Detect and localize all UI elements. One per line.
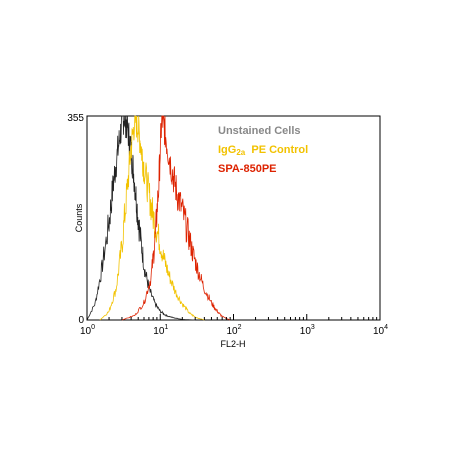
series-line-1 — [99, 115, 205, 321]
y-bottom-label: 0 — [78, 315, 84, 326]
legend-igg-base: IgG — [218, 144, 236, 156]
x-tick-exp: 3 — [311, 324, 315, 331]
x-tick-base: 10 — [80, 326, 92, 337]
x-tick-label-2: 102 — [227, 324, 242, 337]
x-tick-exp: 4 — [384, 324, 388, 331]
x-tick-exp: 0 — [91, 324, 95, 331]
x-tick-base: 10 — [300, 326, 312, 337]
legend-item-spa-850pe: SPA-850PE — [218, 163, 277, 175]
x-tick-exp: 2 — [238, 324, 242, 331]
x-tick-label-4: 104 — [373, 324, 388, 337]
x-tick-base: 10 — [373, 326, 385, 337]
series-group — [86, 115, 231, 321]
series-line-0 — [86, 115, 196, 321]
x-tick-base: 10 — [227, 326, 239, 337]
x-tick-exp: 1 — [164, 324, 168, 331]
x-tick-label-3: 103 — [300, 324, 315, 337]
legend-item-igg-control: IgG2a PE Control — [218, 144, 308, 157]
x-ticks: 100 101 102 103 104 — [80, 314, 388, 337]
x-tick-base: 10 — [153, 326, 165, 337]
x-tick-label-0: 100 — [80, 324, 95, 337]
x-tick-label-1: 101 — [153, 324, 168, 337]
series-line-2 — [121, 115, 231, 321]
y-top-label: 355 — [67, 113, 84, 124]
legend-item-unstained: Unstained Cells — [218, 125, 301, 137]
y-axis-title: Counts — [74, 203, 84, 232]
legend-igg-rest: PE Control — [245, 144, 308, 156]
legend-igg-sub: 2a — [236, 148, 245, 157]
x-axis-title: FL2-H — [220, 339, 245, 349]
